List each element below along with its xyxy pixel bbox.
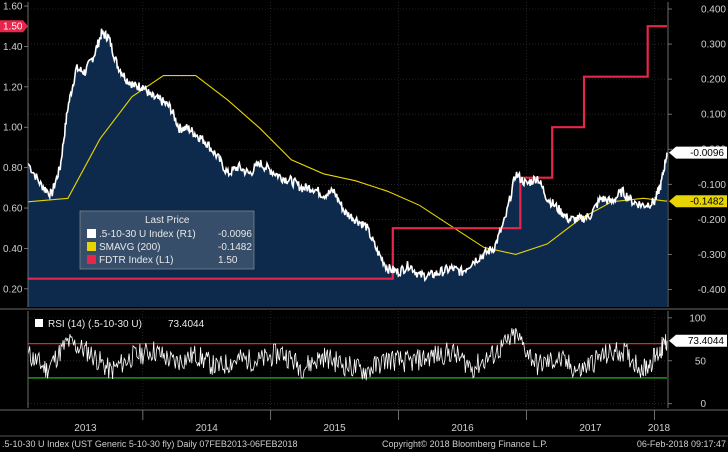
right-axis-tick-label: -0.400 bbox=[698, 285, 727, 296]
right-axis-tick-label: 0.200 bbox=[701, 75, 726, 86]
legend-value-index: -0.0096 bbox=[218, 229, 252, 240]
left-axis-tick-label: 1.20 bbox=[3, 82, 23, 93]
legend-label-smavg: SMAVG (200) bbox=[99, 242, 161, 253]
legend-swatch-smavg bbox=[87, 242, 96, 251]
left-last-value-tag bbox=[0, 20, 28, 33]
right-axis: 0.4000.3000.2000.1000.000-0.100-0.200-0.… bbox=[667, 2, 727, 307]
price-last-value-tags: -0.0096 -0.1482 1.50 bbox=[0, 20, 727, 208]
rsi-axis: 100 50 0 bbox=[27, 311, 707, 410]
x-axis-tick-label: 2015 bbox=[323, 423, 346, 434]
right-axis-tick-label: -0.200 bbox=[698, 215, 727, 226]
x-axis-tick-label: 2017 bbox=[579, 423, 602, 434]
left-axis-tick-label: 1.00 bbox=[3, 123, 23, 134]
rsi-tick-label: 0 bbox=[700, 399, 706, 410]
left-last-value-text: 1.50 bbox=[3, 22, 23, 33]
footer-left: .5-10-30 U Index (UST Generic 5-10-30 fl… bbox=[2, 439, 297, 449]
legend-box bbox=[79, 210, 255, 270]
right-last-value-tag bbox=[669, 195, 727, 208]
index-line bbox=[27, 28, 668, 283]
right-last-value-tag bbox=[669, 146, 727, 159]
x-axis: 2013 2014 2015 2016 2017 2018 bbox=[74, 410, 671, 434]
rsi-tick-label: 100 bbox=[689, 313, 706, 324]
rsi-last-value-box bbox=[669, 334, 727, 347]
right-last-value-text: -0.0096 bbox=[690, 148, 724, 159]
rsi-last-value-text: 73.4044 bbox=[688, 336, 725, 347]
legend-label-fdtr: FDTR Index (L1) bbox=[99, 255, 173, 266]
left-axis-tick-label: 0.20 bbox=[3, 284, 23, 295]
left-axis-tick-label: 1.40 bbox=[3, 42, 23, 53]
index-area-fill bbox=[28, 28, 667, 307]
fdtr-step-line bbox=[28, 25, 667, 280]
legend-swatch-fdtr bbox=[87, 255, 96, 264]
price-series bbox=[27, 25, 668, 307]
right-axis-tick-label: -0.300 bbox=[698, 250, 727, 261]
x-axis-tick-label: 2014 bbox=[196, 423, 219, 434]
left-axis-tick-label: 0.80 bbox=[3, 163, 23, 174]
legend-title: Last Price bbox=[145, 215, 190, 226]
rsi-legend-value: 73.4044 bbox=[168, 319, 205, 330]
right-axis-tick-label: 0.300 bbox=[701, 40, 726, 51]
legend-value-fdtr: 1.50 bbox=[218, 255, 238, 266]
left-axis: 1.60 1.40 1.20 1.00 0.80 0.60 0.40 0.20 bbox=[3, 2, 29, 307]
left-axis-tick-label: 1.60 bbox=[3, 2, 23, 13]
rsi-panel: 100 50 0 73.4044 RSI (14) (.5-10-30 U) 73.… bbox=[27, 311, 727, 410]
price-panel: 1.60 1.40 1.20 1.00 0.80 0.60 0.40 0.20 0.400 0.… bbox=[0, 2, 727, 307]
price-legend: Last Price .5-10-30 U Index (R1) -0.0096… bbox=[79, 210, 255, 270]
footer-center: Copyright© 2018 Bloomberg Finance L.P. bbox=[382, 439, 548, 449]
footer-right: 06-Feb-2018 09:17:47 bbox=[637, 439, 726, 449]
x-axis-tick-label: 2018 bbox=[648, 423, 671, 434]
right-axis-tick-label: 0.400 bbox=[701, 5, 726, 16]
legend-value-smavg: -0.1482 bbox=[218, 242, 252, 253]
x-axis-tick-label: 2013 bbox=[74, 423, 97, 434]
legend-swatch-index bbox=[87, 229, 96, 238]
rsi-line bbox=[27, 328, 668, 381]
rsi-series bbox=[27, 328, 668, 381]
right-last-value-text: -0.1482 bbox=[690, 197, 724, 208]
left-axis-tick-label: 0.40 bbox=[3, 244, 23, 255]
rsi-last-value-tag: 73.4044 bbox=[669, 334, 727, 347]
right-axis-tick-label: -0.100 bbox=[698, 180, 727, 191]
rsi-tick-label: 50 bbox=[695, 356, 707, 367]
rsi-legend-label: RSI (14) (.5-10-30 U) bbox=[48, 319, 142, 330]
right-axis-tick-label: 0.100 bbox=[701, 110, 726, 121]
rsi-legend-swatch bbox=[35, 319, 43, 327]
left-axis-tick-label: 0.60 bbox=[3, 204, 23, 215]
x-axis-tick-label: 2016 bbox=[451, 423, 474, 434]
legend-label-index: .5-10-30 U Index (R1) bbox=[99, 229, 196, 240]
